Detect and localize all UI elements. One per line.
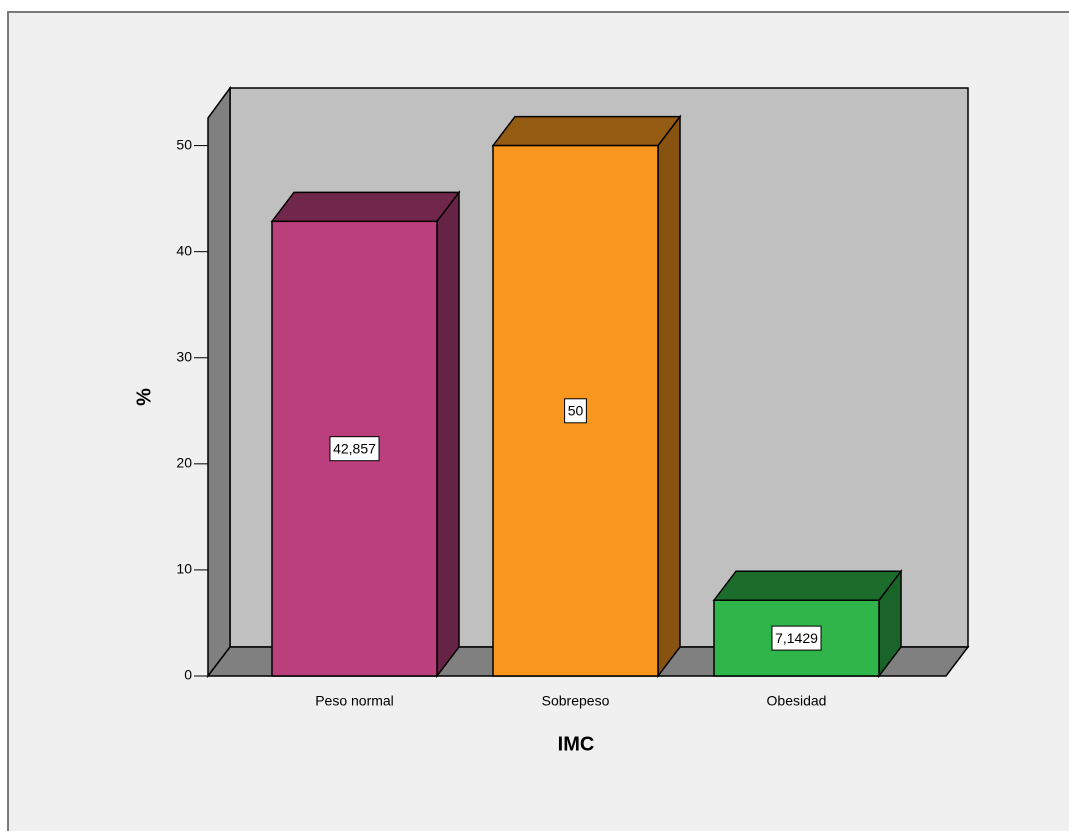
x-tick-label: Obesidad (767, 693, 827, 709)
value-label-box (771, 625, 822, 651)
x-axis-title: IMC (558, 733, 595, 755)
y-tick-label: 40 (176, 242, 192, 258)
bar-top (270, 191, 461, 223)
value-label-box (564, 398, 587, 424)
value-label: 7,1429 (775, 630, 818, 646)
bar-side (436, 190, 460, 679)
value-label-box (329, 436, 380, 462)
x-tick-label: Peso normal (315, 693, 394, 709)
y-tick-label: 50 (176, 136, 192, 152)
bar-top (712, 570, 903, 601)
value-label: 42,857 (333, 440, 376, 456)
y-tick-label: 0 (184, 667, 192, 683)
y-tick-label: 10 (176, 561, 192, 577)
bar-top (491, 115, 682, 147)
y-axis-title: % (133, 388, 155, 406)
side-wall (207, 85, 231, 679)
x-tick-label: Sobrepeso (542, 693, 610, 709)
y-tick-label: 30 (176, 348, 192, 364)
y-tick-label: 20 (176, 455, 192, 471)
plot: 0 10 20 30 40 50 42,857 Peso normal 50 Sobrepeso 7… (176, 114, 903, 709)
value-label: 50 (568, 402, 584, 418)
bar-side (657, 114, 681, 679)
